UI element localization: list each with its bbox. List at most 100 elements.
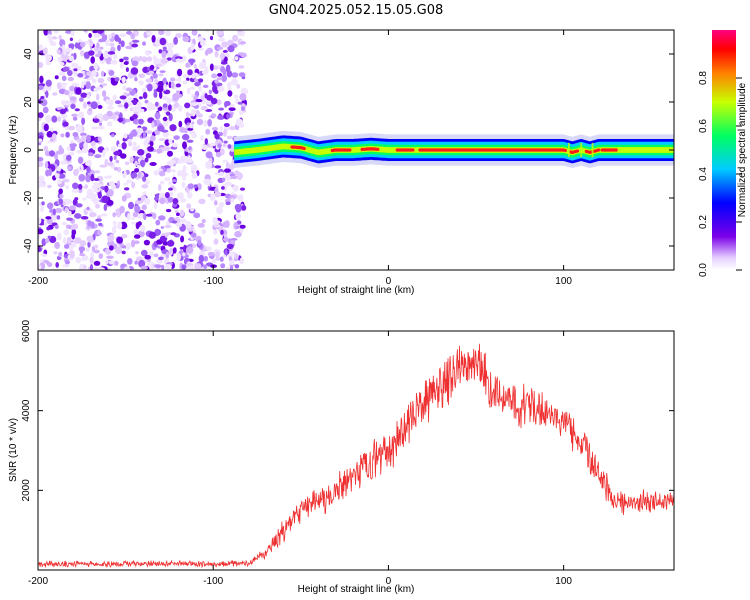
noise-speck — [134, 168, 140, 173]
noise-speck — [162, 131, 170, 138]
noise-speck — [75, 203, 83, 208]
noise-speck — [79, 253, 86, 257]
noise-speck — [177, 170, 182, 177]
noise-speck — [76, 149, 83, 154]
noise-speck — [169, 191, 174, 197]
noise-speck — [186, 139, 194, 143]
noise-speck — [149, 140, 154, 147]
noise-speck — [70, 30, 75, 37]
noise-speck — [196, 118, 204, 126]
noise-speck — [45, 114, 52, 123]
noise-speck — [153, 170, 160, 176]
noise-speck — [121, 250, 126, 255]
noise-speck — [178, 93, 182, 99]
noise-speck — [87, 152, 94, 157]
noise-speck — [63, 229, 69, 236]
noise-speck — [104, 158, 109, 167]
noise-speck — [95, 204, 101, 209]
noise-speck — [103, 203, 108, 211]
noise-speck — [201, 218, 206, 224]
noise-speck — [217, 85, 225, 93]
noise-speck — [217, 73, 223, 77]
noise-speck — [64, 207, 69, 214]
noise-speck — [100, 213, 108, 217]
noise-speck — [117, 44, 121, 51]
noise-speck — [144, 180, 150, 185]
ridge-core — [330, 148, 352, 153]
noise-speck — [105, 98, 110, 105]
noise-speck — [90, 140, 96, 147]
noise-speck — [217, 143, 222, 149]
noise-speck — [182, 174, 187, 181]
colorbar-tick-label: 0.8 — [698, 71, 709, 85]
noise-speck — [62, 121, 69, 127]
noise-speck — [208, 89, 213, 95]
noise-speck — [97, 105, 103, 109]
noise-speck — [168, 81, 172, 89]
noise-speck — [94, 154, 102, 159]
colorbar-tick-label: 0.2 — [698, 215, 709, 229]
noise-speck — [61, 221, 67, 226]
noise-speck — [97, 267, 106, 270]
noise-speck — [168, 187, 173, 191]
noise-speck — [187, 265, 194, 270]
noise-speck — [89, 257, 94, 264]
noise-speck — [91, 193, 97, 199]
noise-speck — [38, 217, 42, 225]
noise-speck — [205, 161, 213, 169]
noise-speck — [162, 146, 171, 151]
noise-speck — [79, 240, 87, 247]
noise-speck — [91, 126, 99, 130]
noise-speck — [123, 266, 131, 270]
noise-speck — [223, 140, 228, 144]
noise-speck — [47, 33, 52, 40]
noise-speck — [206, 94, 214, 101]
noise-speck — [108, 103, 113, 107]
noise-speck — [59, 108, 67, 115]
noise-speck — [58, 251, 63, 258]
noise-speck — [38, 161, 44, 168]
noise-speck — [137, 158, 142, 163]
noise-speck — [203, 264, 208, 269]
noise-speck — [160, 165, 165, 170]
noise-speck — [236, 172, 243, 181]
noise-speck — [73, 168, 79, 177]
noise-speck — [214, 165, 222, 169]
noise-speck — [98, 122, 103, 126]
noise-speck — [160, 58, 169, 64]
noise-speck — [89, 264, 94, 270]
noise-speck — [175, 58, 181, 62]
noise-speck — [116, 236, 123, 244]
noise-speck — [222, 254, 227, 258]
noise-speck — [123, 92, 128, 96]
noise-speck — [222, 68, 227, 76]
noise-speck — [173, 135, 180, 141]
noise-speck — [120, 40, 125, 48]
noise-speck — [222, 159, 228, 163]
noise-speck — [159, 180, 165, 185]
noise-speck — [190, 208, 195, 212]
noise-speck — [184, 102, 191, 109]
noise-speck — [102, 149, 106, 158]
spectrogram-plot-area — [38, 30, 674, 270]
noise-speck — [80, 132, 87, 137]
noise-speck — [158, 49, 163, 54]
noise-speck — [45, 79, 52, 87]
noise-speck — [198, 47, 204, 51]
noise-speck — [163, 165, 171, 169]
noise-speck — [234, 253, 239, 260]
noise-speck — [86, 94, 91, 99]
noise-speck — [200, 39, 206, 47]
signal-ridge — [234, 130, 674, 168]
noise-speck — [219, 256, 224, 263]
noise-speck — [175, 222, 182, 228]
noise-speck — [197, 113, 203, 118]
noise-speck — [209, 142, 217, 147]
noise-speck — [45, 238, 49, 244]
noise-speck — [110, 59, 118, 65]
noise-speck — [78, 111, 85, 119]
spectrogram-ytick-label: 20 — [23, 96, 34, 108]
noise-speck — [154, 264, 162, 268]
noise-speck — [75, 124, 83, 132]
noise-speck — [221, 41, 229, 48]
